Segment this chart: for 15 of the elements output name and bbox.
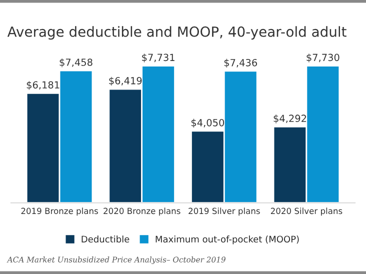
chart-title: Average deductible and MOOP, 40-year-old adult (7, 26, 346, 40)
data-label: $7,730 (306, 54, 340, 62)
data-label: $7,458 (60, 58, 92, 68)
x-tick-label: 2020 Bronze plans (104, 208, 180, 216)
data-label: $7,731 (142, 54, 174, 62)
x-tick-label: 2019 Silver plans (188, 208, 260, 216)
x-tick-label: 2020 Silver plans (270, 208, 342, 216)
legend-label: Deductible (82, 236, 130, 243)
legend-label: Maximum out-of-pocket (MOOP) (156, 236, 299, 244)
data-label: $6,181 (26, 81, 60, 90)
data-label: $4,292 (274, 114, 306, 124)
x-tick-label: 2019 Bronze plans (21, 208, 98, 216)
data-label: $6,419 (109, 76, 142, 86)
data-label: $7,436 (224, 58, 258, 68)
data-label: $4,050 (191, 118, 224, 128)
